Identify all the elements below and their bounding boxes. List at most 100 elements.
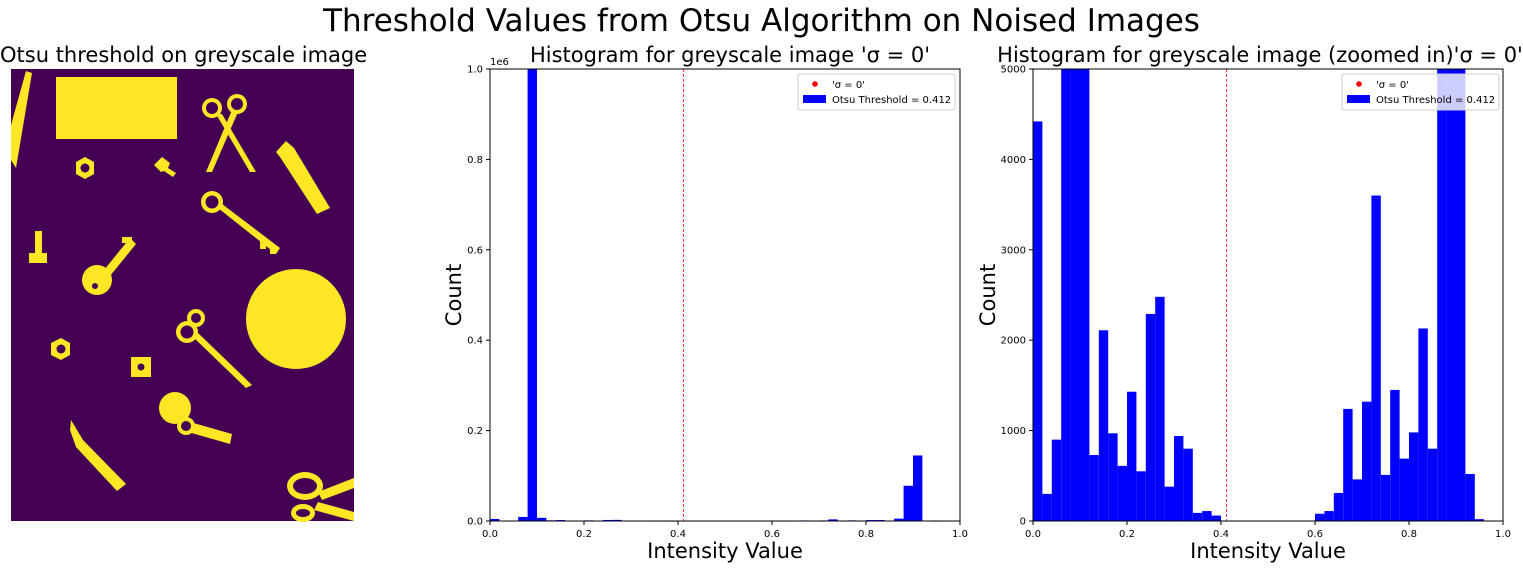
pencil-shape	[276, 141, 330, 214]
image-holes	[56, 98, 317, 517]
histogram-bar	[1315, 513, 1325, 521]
y-tick-label: 0.6	[467, 245, 483, 256]
y-tick-label: 0.8	[467, 155, 483, 166]
y-tick-label: 2000	[1001, 336, 1026, 347]
x-tick-label: 0.0	[1025, 529, 1041, 540]
histogram-bar	[518, 516, 528, 521]
chart2-legend-marker-sigma	[1356, 81, 1362, 87]
x-tick-label: 0.8	[1401, 529, 1417, 540]
key-shape-center	[82, 237, 136, 295]
y-tick-label: 0.4	[467, 336, 483, 347]
chart1-legend-label-sigma: 'σ = 0'	[832, 80, 865, 91]
key-shape-bottom	[159, 392, 232, 444]
y-tick-label: 0.2	[467, 426, 483, 437]
histogram-bar	[1343, 408, 1353, 521]
x-tick-label: 0.0	[482, 529, 498, 540]
chart2-xlabel: Intensity Value	[1190, 539, 1346, 563]
chart2-legend: 'σ = 0' Otsu Threshold = 0.412	[1341, 73, 1500, 111]
histogram-chart-full: 0.0 0.2 0.4 0.6 0.8 1.0 0.0 0.2 0.4 0.6 0.8 1.0 1e…	[442, 57, 968, 563]
histogram-bar	[1108, 433, 1118, 521]
y-tick-label: 3000	[1001, 245, 1026, 256]
histogram-bar	[1061, 69, 1071, 521]
histogram-bar	[537, 517, 547, 521]
histogram-bar	[894, 518, 904, 521]
histogram-bar	[1070, 69, 1080, 521]
chart2-legend-box	[1341, 73, 1500, 111]
chart1-plot-area	[490, 69, 960, 521]
chart1-y-offset-label: 1e6	[490, 57, 509, 68]
histogram-bar	[1089, 455, 1099, 521]
figure-suptitle: Threshold Values from Otsu Algorithm on …	[323, 3, 1200, 39]
histogram-bar	[1399, 458, 1409, 521]
histogram-bar	[1145, 313, 1156, 521]
x-tick-label: 1.0	[952, 529, 968, 540]
y-tick-label: 1.0	[467, 65, 483, 76]
histogram-bar	[1437, 69, 1447, 521]
chart1-ylabel: Count	[442, 264, 466, 326]
small-key-shape	[154, 157, 176, 177]
histogram-bar	[1192, 512, 1203, 521]
histogram-chart-zoomed: 0.0 0.2 0.4 0.6 0.8 1.0 0 1000 2000 3000 4000 5000…	[976, 65, 1511, 564]
histogram-bar	[1418, 328, 1428, 521]
edge-blade-shape	[11, 71, 32, 168]
histogram-bar	[1174, 436, 1184, 521]
histogram-bar	[490, 519, 500, 521]
histogram-bar	[1164, 486, 1174, 521]
histogram-bar	[1446, 69, 1456, 521]
chart1-legend-marker-sigma	[812, 81, 818, 87]
chart1-legend: 'σ = 0' Otsu Threshold = 0.412	[797, 73, 956, 111]
thresholded-image	[11, 69, 354, 522]
y-tick-label: 4000	[1001, 155, 1026, 166]
histogram-bar	[1033, 121, 1043, 521]
y-tick-label: 5000	[1001, 65, 1026, 76]
x-tick-label: 0.2	[576, 529, 592, 540]
histogram-bar	[602, 519, 613, 521]
chart2-frame	[1032, 68, 1504, 522]
chart1-title: Histogram for greyscale image 'σ = 0'	[529, 43, 931, 67]
histogram-bar	[1333, 492, 1344, 521]
y-tick-label: 1000	[1001, 426, 1026, 437]
rectangle-shape	[56, 77, 177, 139]
histogram-bar	[1409, 432, 1419, 521]
image-foreground-shapes	[11, 71, 354, 522]
histogram-bar	[1352, 479, 1362, 521]
chart2-title: Histogram for greyscale image (zoomed in…	[997, 43, 1523, 67]
y-tick-label: 0	[1020, 517, 1026, 528]
histogram-bar	[1465, 473, 1475, 521]
x-tick-label: 0.2	[1119, 529, 1135, 540]
x-tick-label: 0.4	[1213, 529, 1229, 540]
histogram-bar	[1155, 296, 1165, 521]
histogram-bar	[1362, 401, 1372, 521]
chart2-legend-label-threshold: Otsu Threshold = 0.412	[1376, 95, 1495, 106]
chart1-legend-marker-threshold	[803, 95, 826, 103]
histogram-bar	[1211, 515, 1221, 521]
histogram-bar	[1136, 471, 1146, 521]
chart1-frame	[489, 68, 961, 522]
histogram-bar	[913, 455, 923, 521]
histogram-bar	[1098, 330, 1109, 521]
x-tick-label: 1.0	[1495, 529, 1511, 540]
histogram-bar	[828, 519, 838, 521]
large-circle-shape	[246, 269, 346, 369]
x-tick-label: 0.8	[858, 529, 874, 540]
scissors-shape-top	[202, 94, 256, 172]
histogram-bar	[1042, 493, 1052, 521]
histogram-bar	[1380, 474, 1391, 521]
histogram-bar	[1474, 519, 1485, 521]
histogram-bar	[1127, 391, 1137, 521]
histogram-bar	[1456, 69, 1466, 521]
x-tick-label: 0.6	[1307, 529, 1323, 540]
chart2-legend-marker-threshold	[1347, 95, 1370, 103]
histogram-bar	[1117, 465, 1127, 521]
histogram-bar	[612, 519, 622, 521]
chart1-xlabel: Intensity Value	[647, 539, 803, 563]
chart2-ylabel: Count	[976, 264, 1000, 326]
histogram-bar	[1080, 69, 1090, 521]
histogram-bar	[1202, 511, 1212, 521]
x-tick-label: 0.6	[764, 529, 780, 540]
histogram-bar	[1183, 448, 1193, 521]
histogram-bar	[1324, 511, 1334, 521]
histogram-bar	[1427, 448, 1438, 521]
x-tick-label: 0.4	[670, 529, 686, 540]
